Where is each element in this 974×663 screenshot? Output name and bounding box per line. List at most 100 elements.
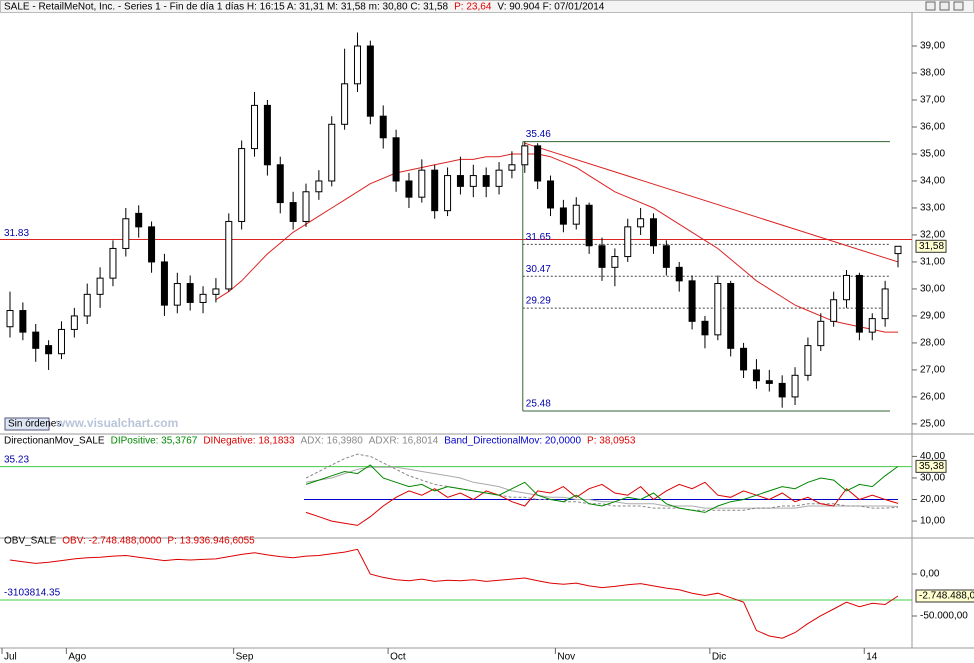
- candle-body: [148, 226, 156, 263]
- candle-body: [83, 293, 91, 317]
- y-tick-label: 39,00: [920, 41, 945, 52]
- pane-title: DIPositive: 35,3767: [111, 436, 198, 447]
- candle-body: [482, 175, 490, 187]
- candle-body: [302, 191, 310, 222]
- candle-body: [508, 164, 516, 171]
- candle-body: [868, 318, 876, 333]
- pane-title: OBV: -2.748.488,0000: [62, 536, 162, 547]
- candle-body: [315, 180, 323, 193]
- level-label: 35.46: [526, 129, 551, 140]
- candle-body: [624, 226, 632, 258]
- candle-body: [881, 288, 889, 320]
- candle-body: [804, 345, 812, 376]
- pane-title: ADX: 16,3980: [301, 436, 364, 447]
- x-tick-label: Jul: [4, 652, 17, 663]
- y-tick-label: 30,00: [920, 473, 945, 484]
- candle-body: [251, 104, 259, 150]
- candle-body: [456, 175, 464, 187]
- last-value-label: 31,58: [919, 241, 944, 252]
- y-tick-label: 40,00: [920, 451, 945, 462]
- candle-body: [675, 266, 683, 282]
- y-tick-label: 37,00: [920, 95, 945, 106]
- pane-title: ADXR: 16,8014: [369, 436, 439, 447]
- candle-body: [444, 175, 452, 212]
- trendline: [524, 142, 899, 263]
- candle-body: [637, 218, 645, 228]
- candle-body: [469, 175, 477, 187]
- y-tick-label: 28,00: [920, 338, 945, 349]
- candle-body: [6, 310, 14, 328]
- candle-body: [611, 256, 619, 268]
- x-tick-label: 14: [866, 652, 878, 663]
- y-tick-label: 33,00: [920, 203, 945, 214]
- candle-body: [225, 220, 233, 290]
- maximize-button[interactable]: [939, 1, 950, 11]
- candle-body: [70, 315, 78, 330]
- candle-body: [765, 380, 773, 384]
- y-tick-label: 38,00: [920, 68, 945, 79]
- candle-body: [109, 247, 117, 279]
- candle-body: [534, 145, 542, 182]
- dashed-level-label: 29.29: [526, 296, 551, 307]
- candle-body: [379, 115, 387, 139]
- candle-body: [778, 382, 786, 398]
- y-tick-label: -50.000,00: [920, 611, 968, 622]
- candle-body: [135, 212, 143, 228]
- y-tick-label: 10,00: [920, 516, 945, 527]
- pane-title: P: 38,0953: [587, 436, 636, 447]
- candle-body: [160, 261, 168, 306]
- candle-body: [173, 283, 181, 306]
- pane-title: DirectionanMov_SALE: [4, 436, 105, 447]
- indicator-line: [305, 464, 899, 513]
- y-tick-label: 32,00: [920, 230, 945, 241]
- y-tick-label: 31,00: [920, 257, 945, 268]
- candle-body: [45, 345, 53, 355]
- last-value-label: -2.748.488,0: [919, 591, 974, 602]
- status-box[interactable]: [4, 417, 50, 431]
- indicator-line: [305, 466, 899, 509]
- last-value-label: 35,38: [919, 461, 944, 472]
- last-value-box-bg: [915, 239, 947, 253]
- candle-body: [418, 169, 426, 198]
- candle-body: [740, 347, 748, 371]
- header-text: SALE - RetailMeNot, Inc. - Series 1 - Fi…: [4, 2, 449, 13]
- candle-body: [19, 310, 27, 333]
- red-level-label: 31.83: [4, 228, 29, 239]
- last-value-box-bg: [915, 459, 947, 473]
- candle-body: [353, 45, 361, 85]
- candle-body: [843, 274, 851, 301]
- candle-body: [559, 207, 567, 225]
- close-button[interactable]: [953, 1, 964, 11]
- level-label: 35.23: [4, 454, 29, 465]
- y-tick-label: 36,00: [920, 122, 945, 133]
- x-tick-label: Dic: [712, 652, 726, 663]
- indicator-line: [305, 481, 899, 526]
- y-tick-label: 29,00: [920, 311, 945, 322]
- dashed-level-label: 30.47: [526, 264, 551, 275]
- y-tick-label: 26,00: [920, 392, 945, 403]
- moving-average: [215, 153, 898, 333]
- pane-title: OBV_SALE: [4, 536, 57, 547]
- candle-body: [289, 202, 297, 222]
- x-tick-label: Sep: [236, 652, 254, 663]
- candle-body: [392, 137, 400, 182]
- candle-body: [341, 83, 349, 125]
- candle-body: [276, 164, 284, 204]
- y-tick-label: 35,00: [920, 149, 945, 160]
- candle-body: [662, 245, 670, 268]
- candle-body: [598, 245, 606, 268]
- candle-body: [57, 328, 65, 355]
- window-buttons[interactable]: [925, 1, 964, 11]
- candle-body: [752, 369, 760, 382]
- candle-body: [96, 277, 104, 295]
- candle-body: [186, 283, 194, 303]
- header-text: P: 23,64: [454, 2, 492, 13]
- candle-body: [688, 280, 696, 322]
- candle-body: [547, 180, 555, 209]
- watermark: www.visualchart.com: [55, 416, 178, 430]
- minimize-button[interactable]: [925, 1, 936, 11]
- status-text[interactable]: Sin órdenes: [8, 419, 61, 430]
- candle-body: [585, 204, 593, 247]
